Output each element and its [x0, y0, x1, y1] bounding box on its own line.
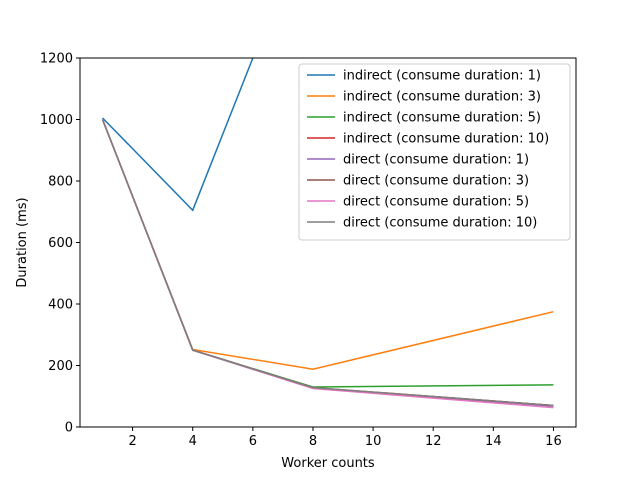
y-tick-label: 400 [48, 298, 73, 313]
x-tick-label: 4 [189, 434, 197, 449]
legend-label: direct (consume duration: 10) [343, 216, 537, 231]
x-tick-label: 6 [249, 434, 257, 449]
y-tick-label: 0 [65, 421, 73, 436]
legend-label: indirect (consume duration: 1) [343, 69, 541, 84]
series-line [101, 119, 554, 407]
y-tick-label: 600 [48, 236, 73, 251]
y-tick-label: 1000 [40, 113, 73, 128]
legend-label: indirect (consume duration: 5) [343, 111, 541, 126]
legend-label: direct (consume duration: 3) [343, 174, 529, 189]
x-tick-label: 16 [545, 434, 562, 449]
y-tick-label: 1200 [40, 52, 73, 67]
x-tick-label: 8 [309, 434, 317, 449]
x-axis-label: Worker counts [281, 456, 375, 471]
x-tick-label: 14 [485, 434, 502, 449]
legend-label: indirect (consume duration: 10) [343, 132, 549, 147]
y-tick-label: 200 [48, 359, 73, 374]
plot-area [101, 58, 554, 409]
legend-box [298, 63, 571, 241]
y-tick-label: 800 [48, 175, 73, 190]
legend-label: indirect (consume duration: 3) [343, 90, 541, 105]
series-line [102, 58, 254, 212]
x-tick-label: 2 [128, 434, 136, 449]
x-tick-label: 12 [425, 434, 442, 449]
legend-label: direct (consume duration: 5) [343, 195, 529, 210]
y-axis-label: Duration (ms) [15, 197, 30, 287]
x-tick-label: 10 [365, 434, 382, 449]
legend-label: direct (consume duration: 1) [343, 153, 529, 168]
